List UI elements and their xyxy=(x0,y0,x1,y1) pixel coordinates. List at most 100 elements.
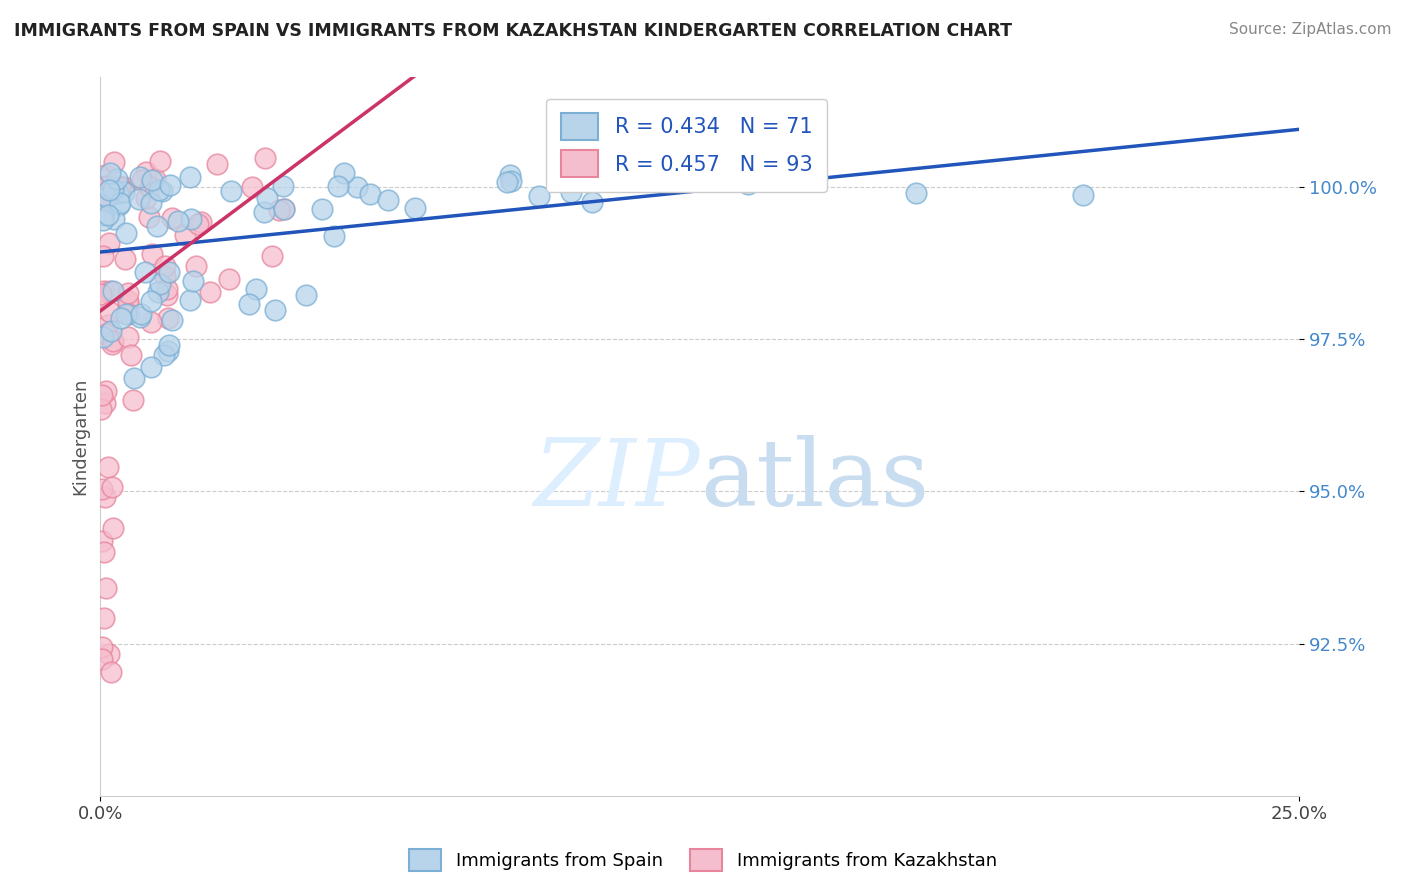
Point xyxy=(94,490,117,504)
Point xyxy=(159,178,181,192)
Y-axis label: Kindergarten: Kindergarten xyxy=(72,378,89,495)
Point xyxy=(101,285,124,299)
Point xyxy=(97,235,120,250)
Point xyxy=(100,180,122,194)
Legend: R = 0.434   N = 71, R = 0.457   N = 93: R = 0.434 N = 71, R = 0.457 N = 93 xyxy=(546,99,827,192)
Point xyxy=(94,326,117,341)
Point xyxy=(219,185,242,199)
Point xyxy=(91,249,114,263)
Point xyxy=(141,247,163,261)
Point xyxy=(181,274,204,288)
Point xyxy=(295,288,318,302)
Point xyxy=(498,168,520,182)
Point xyxy=(131,173,153,187)
Point xyxy=(100,324,122,338)
Point xyxy=(93,180,115,194)
Point xyxy=(108,198,131,212)
Point xyxy=(103,212,125,227)
Point xyxy=(737,177,759,191)
Point xyxy=(156,283,179,297)
Point xyxy=(115,226,138,240)
Point xyxy=(117,297,139,311)
Point xyxy=(173,227,195,242)
Point xyxy=(97,180,120,194)
Point xyxy=(135,191,157,205)
Point xyxy=(129,307,152,321)
Point xyxy=(90,401,112,416)
Point xyxy=(273,202,295,216)
Point xyxy=(91,208,114,222)
Point xyxy=(152,348,174,362)
Point xyxy=(96,180,118,194)
Point xyxy=(157,338,180,352)
Point xyxy=(100,180,122,194)
Point xyxy=(187,217,209,231)
Point xyxy=(179,169,201,184)
Point xyxy=(156,287,179,301)
Point xyxy=(205,157,228,171)
Point xyxy=(148,184,170,198)
Point xyxy=(377,194,399,208)
Point xyxy=(139,315,162,329)
Point xyxy=(91,534,114,549)
Point xyxy=(98,166,121,180)
Point xyxy=(262,249,284,263)
Point xyxy=(108,180,131,194)
Point xyxy=(97,460,120,475)
Point xyxy=(179,293,201,307)
Point xyxy=(157,265,180,279)
Point xyxy=(93,194,115,208)
Point xyxy=(112,180,135,194)
Point xyxy=(96,180,118,194)
Point xyxy=(108,180,131,194)
Point xyxy=(93,284,115,298)
Text: IMMIGRANTS FROM SPAIN VS IMMIGRANTS FROM KAZAKHSTAN KINDERGARTEN CORRELATION CHA: IMMIGRANTS FROM SPAIN VS IMMIGRANTS FROM… xyxy=(14,22,1012,40)
Point xyxy=(97,318,120,333)
Point xyxy=(128,192,150,206)
Point xyxy=(527,188,550,202)
Point xyxy=(167,214,190,228)
Point xyxy=(218,272,240,286)
Point xyxy=(162,313,184,327)
Text: atlas: atlas xyxy=(700,434,929,524)
Point xyxy=(184,259,207,273)
Point xyxy=(153,260,176,274)
Point xyxy=(100,665,122,679)
Point xyxy=(100,180,122,194)
Point xyxy=(110,311,132,326)
Point xyxy=(346,180,368,194)
Point xyxy=(91,212,114,227)
Point xyxy=(139,360,162,375)
Point xyxy=(101,337,124,351)
Point xyxy=(254,151,277,165)
Point xyxy=(97,180,120,194)
Point xyxy=(135,165,157,179)
Point xyxy=(162,211,184,225)
Point xyxy=(91,190,114,204)
Point xyxy=(105,171,128,186)
Point xyxy=(118,307,141,321)
Point xyxy=(96,180,118,194)
Point xyxy=(404,202,426,216)
Point xyxy=(134,265,156,279)
Point xyxy=(90,652,112,666)
Point xyxy=(105,180,128,194)
Point xyxy=(190,215,212,229)
Point xyxy=(93,545,115,559)
Point xyxy=(93,180,115,194)
Point xyxy=(499,174,522,188)
Point xyxy=(271,178,294,193)
Point xyxy=(332,166,354,180)
Point xyxy=(238,296,260,310)
Point xyxy=(108,180,131,194)
Point xyxy=(96,190,118,204)
Point xyxy=(146,219,169,234)
Point xyxy=(91,483,114,497)
Point xyxy=(153,269,176,284)
Point xyxy=(93,180,115,194)
Point xyxy=(904,186,927,200)
Point xyxy=(114,252,136,266)
Point xyxy=(245,282,267,296)
Point xyxy=(146,285,169,299)
Point xyxy=(156,311,179,326)
